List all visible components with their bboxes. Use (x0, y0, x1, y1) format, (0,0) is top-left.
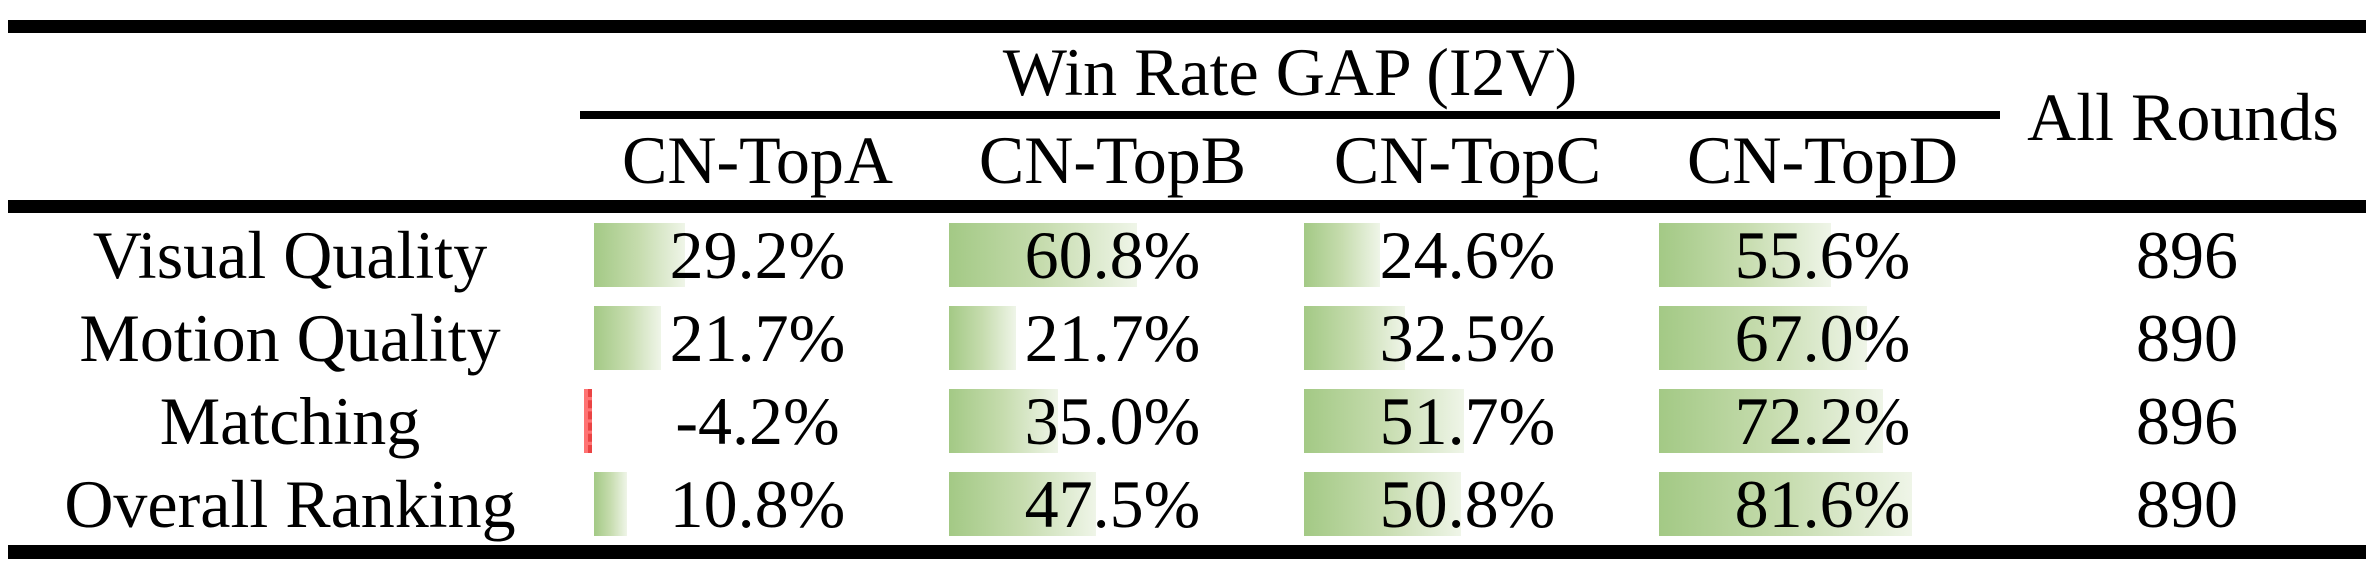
header-bottom-rule (8, 200, 2366, 213)
winrate-value: 72.2% (1734, 382, 1911, 459)
all-rounds-value: 896 (2136, 216, 2238, 293)
table-bottom-rule (8, 545, 2366, 559)
column-header-cn-topd: CN-TopD (1686, 121, 1958, 198)
winrate-bar (1659, 471, 1912, 536)
winrate-cell: 55.6% (1645, 213, 2000, 296)
winrate-value: 67.0% (1734, 299, 1911, 376)
winrate-bar (594, 471, 627, 536)
winrate-value: 10.8% (669, 465, 846, 542)
column-header-cn-topc: CN-TopC (1333, 121, 1602, 198)
all-rounds-value: 896 (2136, 382, 2238, 459)
winrate-cell: 67.0% (1645, 296, 2000, 379)
column-header-cn-topa: CN-TopA (621, 121, 893, 198)
winrate-cell: 50.8% (1290, 462, 1645, 545)
row-label: Visual Quality (92, 216, 488, 293)
all-rounds-header: All Rounds (2027, 78, 2339, 155)
table-row: Visual Quality 29.2% 60.8% 24.6% 55.6% 896 (0, 213, 2374, 296)
winrate-bar (1304, 388, 1464, 453)
winrate-cell: -4.2% (580, 379, 935, 462)
winrate-value: 35.0% (1024, 382, 1201, 459)
winrate-cell: 81.6% (1645, 462, 2000, 545)
winrate-cell: 47.5% (935, 462, 1290, 545)
table-row: Overall Ranking 10.8% 47.5% 50.8% 81.6% 890 (0, 462, 2374, 545)
winrate-value: 51.7% (1379, 382, 1556, 459)
winrate-value: 50.8% (1379, 465, 1556, 542)
all-rounds-value: 890 (2136, 465, 2238, 542)
winrate-cell: 51.7% (1290, 379, 1645, 462)
winrate-value: 55.6% (1734, 216, 1911, 293)
winrate-bar (594, 305, 661, 370)
winrate-cell: 60.8% (935, 213, 1290, 296)
winrate-bar (949, 388, 1058, 453)
group-underline-rule (580, 111, 2000, 119)
all-rounds-value: 890 (2136, 299, 2238, 376)
winrate-bar (1659, 305, 1867, 370)
winrate-bar (1659, 388, 1883, 453)
winrate-bar (1304, 305, 1405, 370)
row-label: Overall Ranking (64, 465, 516, 542)
winrate-cell: 72.2% (1645, 379, 2000, 462)
winrate-cell: 10.8% (580, 462, 935, 545)
table-row: Matching -4.2% 35.0% 51.7% 72.2% 896 (0, 379, 2374, 462)
winrate-bar (1304, 471, 1461, 536)
winrate-value: -4.2% (675, 382, 840, 459)
winrate-bar (594, 222, 685, 287)
winrate-bar (584, 388, 592, 453)
row-label: Motion Quality (79, 299, 501, 376)
winrate-value: 81.6% (1734, 465, 1911, 542)
winrate-cell: 35.0% (935, 379, 1290, 462)
winrate-bar (949, 305, 1016, 370)
winrate-value: 21.7% (1024, 299, 1201, 376)
table-header: Win Rate GAP (I2V) CN-TopA CN-TopB CN-TopC… (0, 33, 2374, 200)
winrate-value: 24.6% (1379, 216, 1556, 293)
winrate-bar (949, 471, 1096, 536)
winrate-value: 21.7% (669, 299, 846, 376)
table-body: Visual Quality 29.2% 60.8% 24.6% 55.6% 896 Mot… (0, 213, 2374, 545)
row-label: Matching (159, 382, 421, 459)
subcolumn-headers: CN-TopA CN-TopB CN-TopC CN-TopD (580, 119, 2000, 200)
winrate-cell: 32.5% (1290, 296, 1645, 379)
table-row: Motion Quality 21.7% 21.7% 32.5% 67.0% 890 (0, 296, 2374, 379)
table-top-rule (8, 20, 2366, 33)
winrate-cell: 21.7% (935, 296, 1290, 379)
winrate-cell: 21.7% (580, 296, 935, 379)
column-header-cn-topb: CN-TopB (978, 121, 1247, 198)
winrate-bar (1304, 222, 1380, 287)
winrate-bar (1659, 222, 1831, 287)
winrate-cell: 29.2% (580, 213, 935, 296)
column-group: Win Rate GAP (I2V) CN-TopA CN-TopB CN-TopC… (580, 33, 2000, 200)
winrate-bar (949, 222, 1137, 287)
column-group-title: Win Rate GAP (I2V) (1002, 34, 1578, 110)
winrate-value: 60.8% (1024, 216, 1201, 293)
winrate-value: 47.5% (1024, 465, 1201, 542)
winrate-value: 32.5% (1379, 299, 1556, 376)
winrate-cell: 24.6% (1290, 213, 1645, 296)
winrate-value: 29.2% (669, 216, 846, 293)
